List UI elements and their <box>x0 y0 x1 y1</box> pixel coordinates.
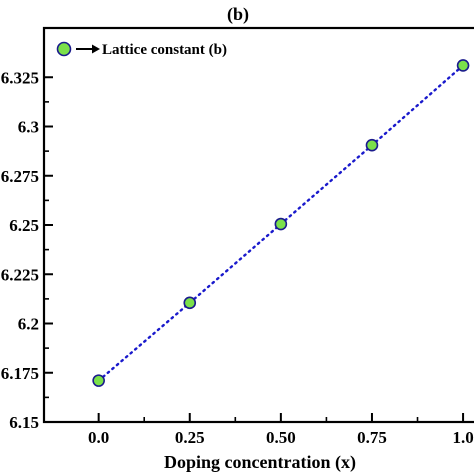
legend: Lattice constant (b) <box>56 41 227 58</box>
y-tick-label: 6.275 <box>1 167 39 186</box>
x-tick-label: 0.75 <box>357 428 387 447</box>
panel-label: (b) <box>227 4 249 25</box>
x-tick-label: 1.0 <box>452 428 473 447</box>
y-tick-label: 6.25 <box>9 216 39 235</box>
x-tick-label: 0.0 <box>88 428 109 447</box>
y-tick-label: 6.2 <box>18 315 39 334</box>
data-point <box>456 59 470 72</box>
data-point <box>183 296 197 310</box>
y-tick-label: 6.325 <box>1 68 39 87</box>
data-point <box>365 138 379 152</box>
x-tick-label: 0.25 <box>175 428 205 447</box>
y-tick-label: 6.15 <box>9 413 39 432</box>
data-point <box>274 217 288 231</box>
legend-label: Lattice constant (b) <box>102 42 227 58</box>
x-tick-label: 0.50 <box>266 428 296 447</box>
x-axis-title: Doping concentration (x) <box>164 452 356 473</box>
y-tick-label: 6.225 <box>1 265 39 284</box>
series-points-group <box>92 59 470 387</box>
y-axis: 6.15 6.175 6.2 6.225 6.25 6.275 6.3 6.325 <box>1 68 53 432</box>
plot-frame-rect <box>42 26 474 424</box>
y-tick-label: 6.175 <box>1 364 39 383</box>
data-point <box>92 374 105 387</box>
legend-arrow-head <box>92 44 100 54</box>
y-tick-label: 6.3 <box>18 118 39 137</box>
plot-frame <box>42 26 474 424</box>
x-axis: 0.0 0.25 0.50 0.75 1.0 <box>88 413 474 447</box>
legend-marker <box>56 41 72 57</box>
